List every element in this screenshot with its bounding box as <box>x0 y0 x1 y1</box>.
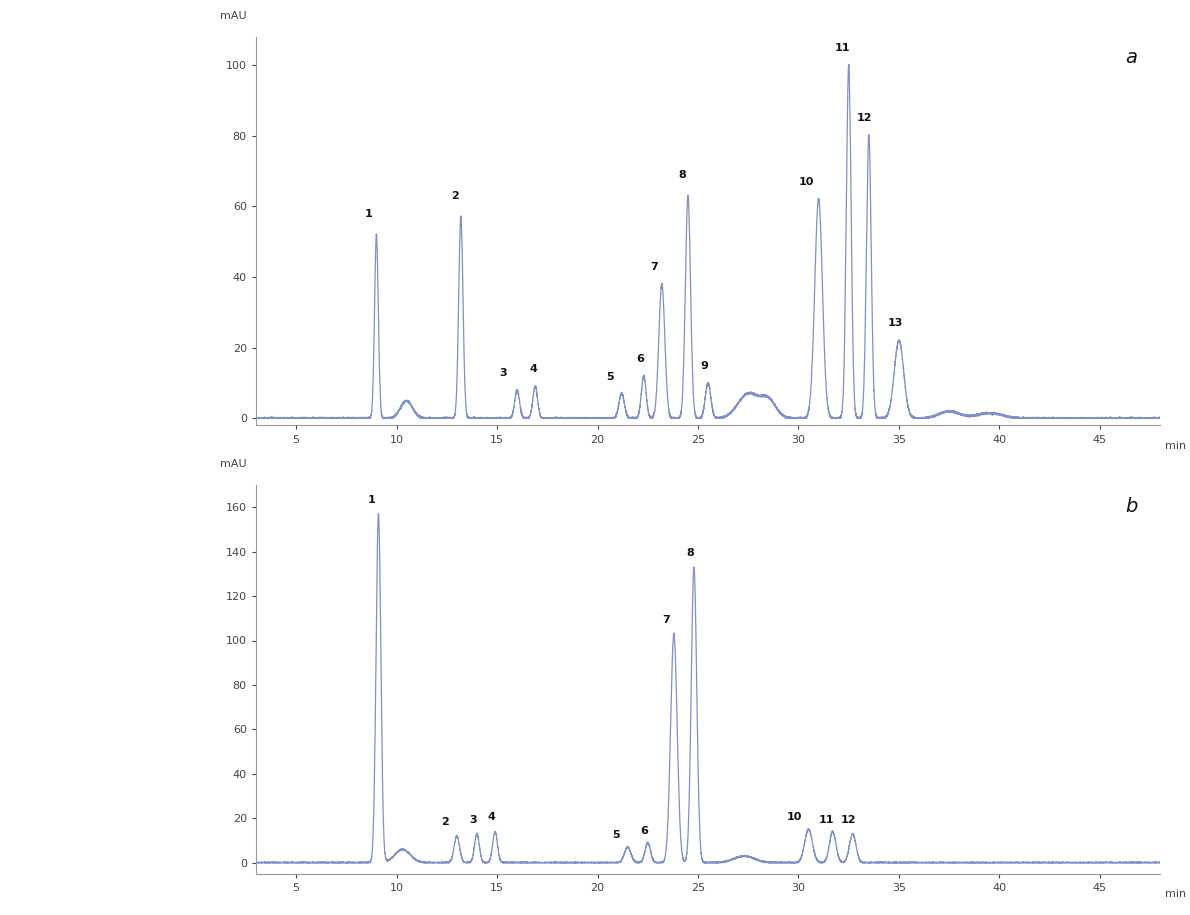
Text: 4: 4 <box>487 813 495 823</box>
Text: min: min <box>1165 889 1186 899</box>
Text: 10: 10 <box>798 178 814 187</box>
Text: a: a <box>1126 48 1138 68</box>
Text: 10: 10 <box>787 813 802 823</box>
Text: 8: 8 <box>678 170 685 180</box>
Text: 11: 11 <box>835 43 851 53</box>
Text: 11: 11 <box>819 814 834 824</box>
Text: 2: 2 <box>451 191 458 201</box>
Text: 6: 6 <box>640 826 647 835</box>
Text: 4: 4 <box>530 364 537 374</box>
Text: 12: 12 <box>857 113 872 124</box>
Text: 3: 3 <box>469 814 477 824</box>
Text: mAU: mAU <box>220 459 246 469</box>
Text: 3: 3 <box>500 368 507 378</box>
Text: 5: 5 <box>606 371 613 382</box>
Text: 1: 1 <box>368 495 375 505</box>
Text: 8: 8 <box>687 548 694 558</box>
Text: 1: 1 <box>364 209 372 219</box>
Text: 7: 7 <box>650 262 658 272</box>
Text: 2: 2 <box>440 817 449 827</box>
Text: mAU: mAU <box>220 11 246 21</box>
Text: min: min <box>1165 441 1186 451</box>
Text: 13: 13 <box>888 318 903 328</box>
Text: 7: 7 <box>662 615 670 625</box>
Text: 12: 12 <box>841 814 857 824</box>
Text: 6: 6 <box>635 354 644 364</box>
Text: 9: 9 <box>700 361 708 371</box>
Text: b: b <box>1126 497 1138 516</box>
Text: 5: 5 <box>612 830 620 840</box>
